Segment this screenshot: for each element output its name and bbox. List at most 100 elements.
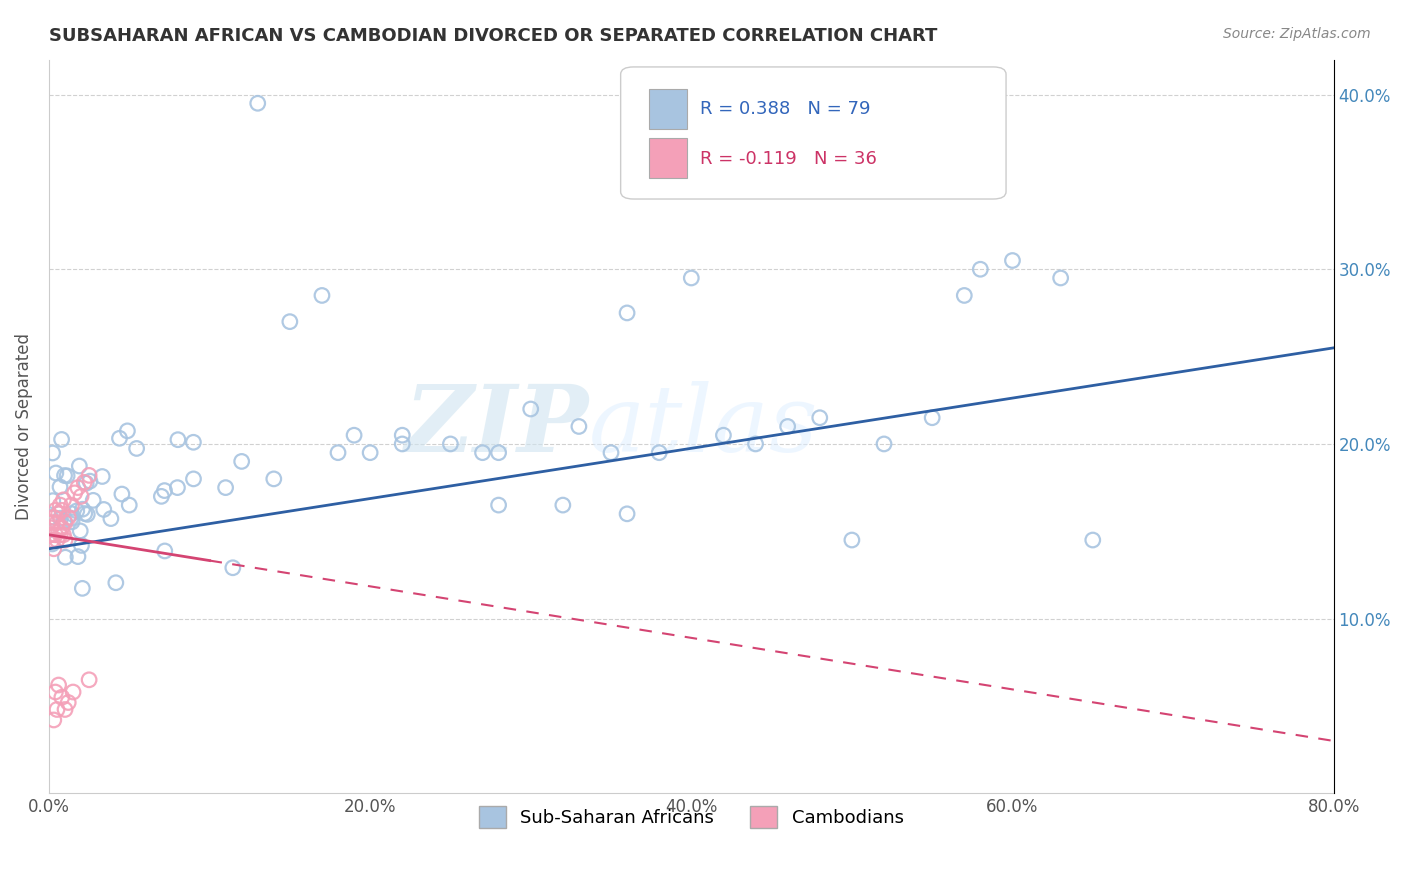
Point	[39, 521, 62, 535]
Point	[48, 524, 70, 539]
Point	[62, 685, 84, 699]
Point	[49, 511, 72, 525]
Point	[776, 419, 799, 434]
Point	[117, 424, 139, 438]
Point	[153, 544, 176, 558]
Point	[66, 549, 89, 564]
Point	[82, 493, 104, 508]
Point	[45, 466, 67, 480]
Text: ZIP: ZIP	[405, 382, 589, 472]
Point	[519, 402, 541, 417]
Point	[48, 678, 70, 692]
Point	[953, 288, 976, 302]
Point	[744, 437, 766, 451]
Point	[326, 445, 349, 459]
Point	[841, 533, 863, 547]
Point	[44, 528, 66, 542]
Point	[72, 582, 94, 596]
Point	[76, 508, 98, 522]
Point	[183, 472, 205, 486]
Point	[231, 454, 253, 468]
Point	[39, 528, 62, 542]
Point	[42, 541, 65, 556]
Text: R = 0.388   N = 79: R = 0.388 N = 79	[700, 101, 870, 119]
Point	[60, 498, 83, 512]
Point	[70, 489, 93, 503]
Point	[42, 510, 65, 524]
Point	[51, 690, 73, 705]
Point	[488, 445, 510, 459]
Point	[48, 507, 70, 521]
Point	[67, 458, 90, 473]
Point	[873, 437, 896, 451]
Point	[600, 445, 623, 459]
Point	[648, 445, 671, 459]
Point	[58, 510, 80, 524]
Point	[183, 435, 205, 450]
Point	[1049, 271, 1071, 285]
Text: R = -0.119   N = 36: R = -0.119 N = 36	[700, 150, 877, 168]
Point	[44, 503, 66, 517]
Point	[66, 504, 89, 518]
Point	[93, 502, 115, 516]
Point	[49, 498, 72, 512]
Point	[51, 503, 73, 517]
Point	[551, 498, 574, 512]
Y-axis label: Divorced or Separated: Divorced or Separated	[15, 333, 32, 520]
Point	[56, 468, 79, 483]
Point	[46, 533, 69, 547]
Point	[72, 502, 94, 516]
Point	[150, 489, 173, 503]
Point	[104, 575, 127, 590]
Point	[246, 96, 269, 111]
Point	[969, 262, 991, 277]
Point	[125, 442, 148, 456]
Point	[391, 437, 413, 451]
Point	[41, 533, 63, 547]
Point	[616, 507, 638, 521]
Point	[118, 498, 141, 512]
Point	[278, 315, 301, 329]
Point	[616, 306, 638, 320]
Point	[49, 480, 72, 494]
FancyBboxPatch shape	[620, 67, 1007, 199]
Point	[167, 433, 190, 447]
Point	[73, 475, 96, 490]
Text: atlas: atlas	[589, 382, 818, 472]
Point	[1001, 253, 1024, 268]
Point	[153, 483, 176, 498]
Point	[75, 476, 97, 491]
Point	[42, 493, 65, 508]
Point	[42, 713, 65, 727]
Point	[214, 481, 236, 495]
Point	[263, 472, 285, 486]
Point	[70, 538, 93, 552]
Point	[1081, 533, 1104, 547]
Point	[41, 446, 63, 460]
Point	[59, 511, 82, 525]
Point	[39, 510, 62, 524]
Point	[111, 487, 134, 501]
Legend: Sub-Saharan Africans, Cambodians: Sub-Saharan Africans, Cambodians	[471, 799, 911, 836]
Point	[46, 702, 69, 716]
Point	[79, 474, 101, 488]
Point	[713, 428, 735, 442]
Point	[359, 445, 381, 459]
Bar	[650, 89, 688, 129]
Point	[681, 271, 703, 285]
Point	[53, 550, 76, 565]
Point	[58, 696, 80, 710]
Point	[100, 511, 122, 525]
Point	[343, 428, 366, 442]
Point	[66, 481, 89, 495]
Point	[51, 521, 73, 535]
Point	[73, 507, 96, 521]
Point	[921, 410, 943, 425]
Text: SUBSAHARAN AFRICAN VS CAMBODIAN DIVORCED OR SEPARATED CORRELATION CHART: SUBSAHARAN AFRICAN VS CAMBODIAN DIVORCED…	[49, 27, 938, 45]
Point	[44, 685, 66, 699]
Point	[63, 486, 86, 500]
Point	[108, 431, 131, 445]
Point	[52, 528, 75, 542]
Point	[41, 537, 63, 551]
Point	[439, 437, 461, 451]
